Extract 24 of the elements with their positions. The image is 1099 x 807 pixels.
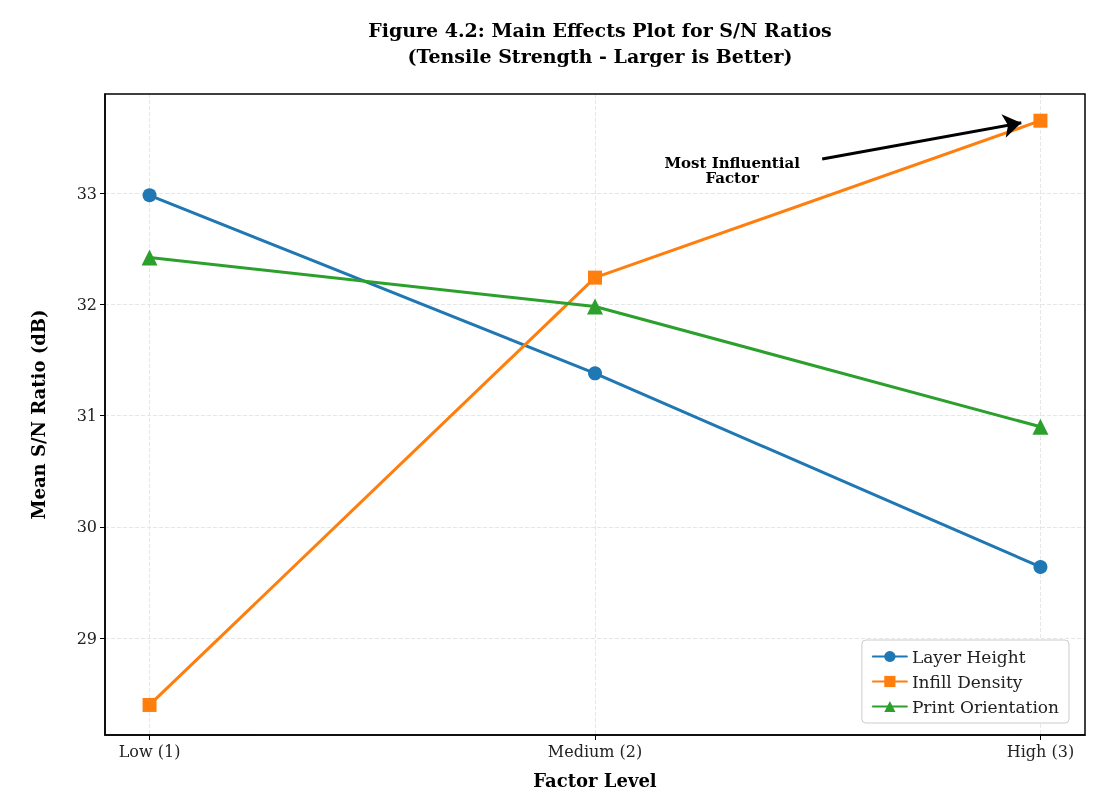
point [141, 249, 158, 266]
point [587, 298, 603, 315]
x-tick-label: High (3) [1006, 741, 1075, 761]
y-tick-label: 29 [76, 628, 97, 648]
x-axis-title: Factor Level [533, 769, 657, 791]
point [588, 366, 602, 381]
y-axis-title: Mean S/N Ratio (dB) [27, 309, 49, 520]
x-tick-label: Low (1) [118, 741, 181, 761]
y-tick-label: 33 [76, 183, 97, 203]
point [142, 697, 157, 712]
point [1033, 113, 1048, 128]
y-tick-label: 32 [76, 294, 97, 314]
y-tick-label: 31 [76, 406, 97, 426]
point [588, 270, 602, 285]
y-tick-label: 30 [76, 517, 97, 537]
annotation: Most Influential Factor [664, 154, 801, 188]
legend-label: Layer Height [911, 646, 1026, 667]
point [1032, 418, 1049, 435]
chart-title: Figure 4.2: Main Effects Plot for S/N Ratios (Tensile Strength - Larger is Better) [368, 19, 832, 67]
point [142, 188, 157, 203]
point [1033, 559, 1048, 574]
x-tick-label: Medium (2) [547, 741, 643, 761]
legend-label: Print Orientation [911, 696, 1060, 717]
legend-label: Infill Density [911, 671, 1023, 692]
